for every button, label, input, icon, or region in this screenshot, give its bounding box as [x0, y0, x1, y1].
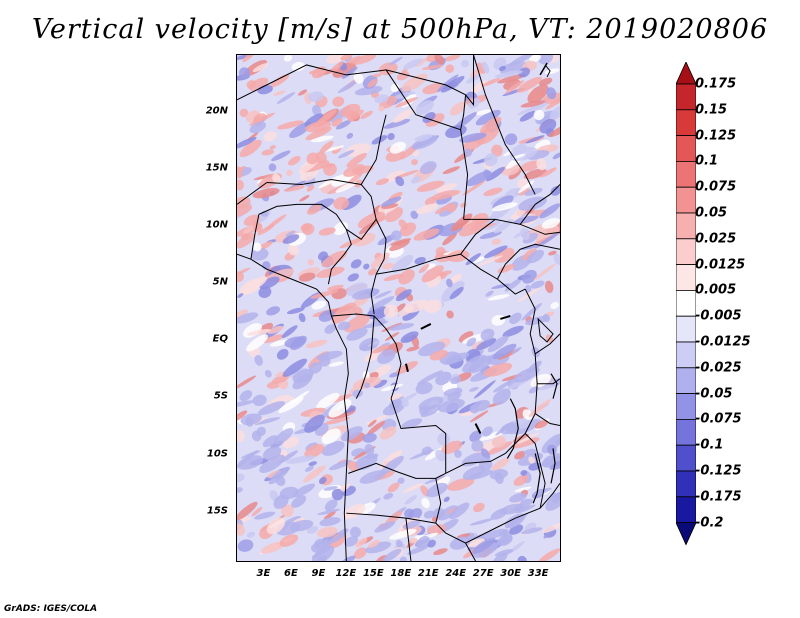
lon-tick-label: 33E — [527, 568, 549, 579]
grads-credit: GrADS: IGES/COLA — [4, 604, 98, 614]
colorbar-segment — [676, 212, 696, 240]
colorbar-level-label: -0.05 — [695, 386, 733, 402]
colorbar-level-label: 0.125 — [695, 128, 737, 144]
colorbar-segment — [676, 264, 696, 291]
lat-tick-label: 15S — [206, 505, 228, 517]
colorbar-segment — [676, 444, 696, 472]
colorbar — [676, 62, 696, 546]
colorbar-segment — [676, 341, 696, 369]
colorbar-segment — [676, 522, 696, 546]
lon-tick-label: 30E — [500, 568, 522, 579]
lon-tick-label: 27E — [472, 568, 494, 579]
colorbar-segment — [676, 238, 696, 266]
lon-tick-label: 24E — [445, 568, 467, 579]
colorbar-level-label: 0.1 — [695, 153, 719, 169]
colorbar-level-label: -0.025 — [695, 360, 742, 376]
vertical-velocity-field — [237, 55, 560, 561]
lat-tick-label: 10S — [206, 448, 228, 460]
colorbar-level-label: -0.175 — [695, 489, 742, 505]
colorbar-segment — [676, 496, 696, 523]
lat-tick-label: 5N — [212, 276, 228, 288]
plot-title: Vertical velocity [m/s] at 500hPa, VT: 2… — [31, 14, 769, 45]
colorbar-segment — [676, 393, 696, 420]
colorbar-segment — [676, 418, 696, 446]
colorbar-level-label: 0.025 — [695, 231, 737, 247]
lon-tick-label: 9E — [311, 568, 326, 579]
colorbar-level-label: -0.1 — [695, 437, 724, 453]
lon-tick-label: 15E — [362, 568, 384, 579]
map-panel[interactable] — [236, 54, 561, 562]
colorbar-level-label: 0.0125 — [695, 257, 746, 273]
lat-tick-label: EQ — [212, 333, 228, 345]
colorbar-segment — [676, 315, 696, 343]
colorbar-segment — [676, 135, 696, 162]
colorbar-level-label: -0.2 — [695, 515, 724, 531]
lon-tick-label: 6E — [284, 568, 298, 579]
colorbar-level-label: -0.0125 — [695, 334, 751, 350]
colorbar-segment — [676, 367, 696, 394]
colorbar-level-label: 0.15 — [695, 102, 728, 118]
colorbar-segment — [676, 470, 696, 498]
lon-tick-label: 18E — [390, 568, 412, 579]
colorbar-segment — [676, 289, 696, 317]
colorbar-segment — [676, 161, 696, 188]
colorbar-level-label: 0.175 — [695, 76, 737, 92]
colorbar-level-label: -0.125 — [695, 463, 742, 479]
colorbar-level-label: 0.005 — [695, 282, 737, 298]
lon-tick-label: 3E — [256, 568, 271, 579]
colorbar-level-label: -0.005 — [695, 308, 742, 324]
lat-tick-label: 5S — [213, 390, 228, 402]
country-borders — [237, 55, 560, 561]
lat-tick-label: 20N — [205, 105, 228, 117]
colorbar-segment — [676, 109, 696, 136]
colorbar-level-label: 0.075 — [695, 179, 737, 195]
lon-tick-label: 21E — [417, 568, 439, 579]
colorbar-segment — [676, 186, 696, 214]
lat-tick-label: 15N — [205, 162, 228, 174]
colorbar-segment — [676, 83, 696, 111]
colorbar-segment — [676, 62, 696, 85]
lat-tick-label: 10N — [205, 219, 228, 231]
lon-tick-label: 12E — [335, 568, 357, 579]
colorbar-level-label: -0.075 — [695, 411, 742, 427]
colorbar-level-label: 0.05 — [695, 205, 728, 221]
